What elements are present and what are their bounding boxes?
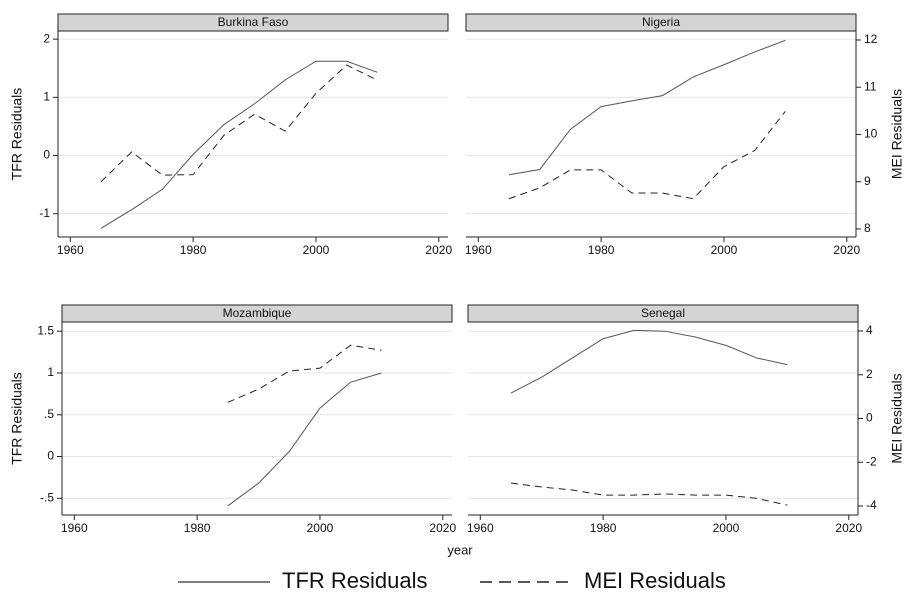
panel-title: Mozambique <box>223 306 292 320</box>
x-tick-label: 1980 <box>184 521 211 535</box>
series-line <box>100 64 378 183</box>
series-line <box>508 39 786 176</box>
x-tick-label: 2000 <box>303 243 330 257</box>
y2-tick-label: 11 <box>864 79 877 93</box>
y2-tick-label: 0 <box>866 411 873 425</box>
x-tick-label: 1960 <box>467 521 494 535</box>
x-tick-label: 1980 <box>590 521 617 535</box>
x-tick-label: 2000 <box>307 521 334 535</box>
series-line <box>510 329 788 394</box>
x-tick-label: 2020 <box>425 243 452 257</box>
x-tick-label: 1980 <box>588 243 615 257</box>
y2-tick-label: -4 <box>866 498 877 512</box>
x-tick-label: 2020 <box>835 521 862 535</box>
panel-header <box>467 304 859 323</box>
y-tick-label: 2 <box>43 31 50 45</box>
x-axis-title: year <box>447 542 473 557</box>
y-tick-label: 1 <box>47 365 54 379</box>
y2-tick-label: 4 <box>866 323 873 337</box>
y-tick-label: -1 <box>39 206 50 220</box>
y-tick-label: -.5 <box>40 490 54 504</box>
x-tick-label: 1960 <box>465 243 492 257</box>
y2-tick-label: 2 <box>866 367 873 381</box>
y-axis-title: TFR Residuals <box>9 88 25 181</box>
y2-tick-label: 12 <box>864 32 878 46</box>
y-tick-label: 0 <box>47 449 54 463</box>
series-line <box>227 344 382 403</box>
panel-header <box>465 13 857 32</box>
series-line <box>510 482 788 506</box>
y2-tick-label: -2 <box>866 454 877 468</box>
x-tick-label: 2000 <box>711 243 738 257</box>
legend-label: TFR Residuals <box>282 568 427 593</box>
x-tick-label: 1980 <box>180 243 207 257</box>
y2-tick-label: 9 <box>864 174 871 188</box>
x-tick-label: 1960 <box>57 243 84 257</box>
panel-title: Burkina Faso <box>218 15 289 29</box>
x-tick-label: 1960 <box>61 521 88 535</box>
y-axis-title: TFR Residuals <box>9 372 25 465</box>
y2-tick-label: 10 <box>864 127 878 141</box>
y2-tick-label: 8 <box>864 221 871 235</box>
series-line <box>100 60 378 229</box>
panel-title: Nigeria <box>642 15 680 29</box>
y-tick-label: 0 <box>43 148 50 162</box>
panel-title: Senegal <box>641 306 685 320</box>
x-tick-label: 2000 <box>713 521 740 535</box>
x-tick-label: 2020 <box>833 243 860 257</box>
legend-label: MEI Residuals <box>584 568 726 593</box>
y-tick-label: 1.5 <box>37 323 54 337</box>
y-tick-label: .5 <box>44 407 54 421</box>
series-line <box>227 372 382 507</box>
y2-axis-title: MEI Residuals <box>889 89 905 179</box>
panel-header <box>57 13 449 32</box>
x-tick-label: 2020 <box>429 521 456 535</box>
y2-axis-title: MEI Residuals <box>889 373 905 463</box>
panel-header <box>61 304 453 323</box>
series-line <box>508 111 786 200</box>
y-tick-label: 1 <box>43 90 50 104</box>
